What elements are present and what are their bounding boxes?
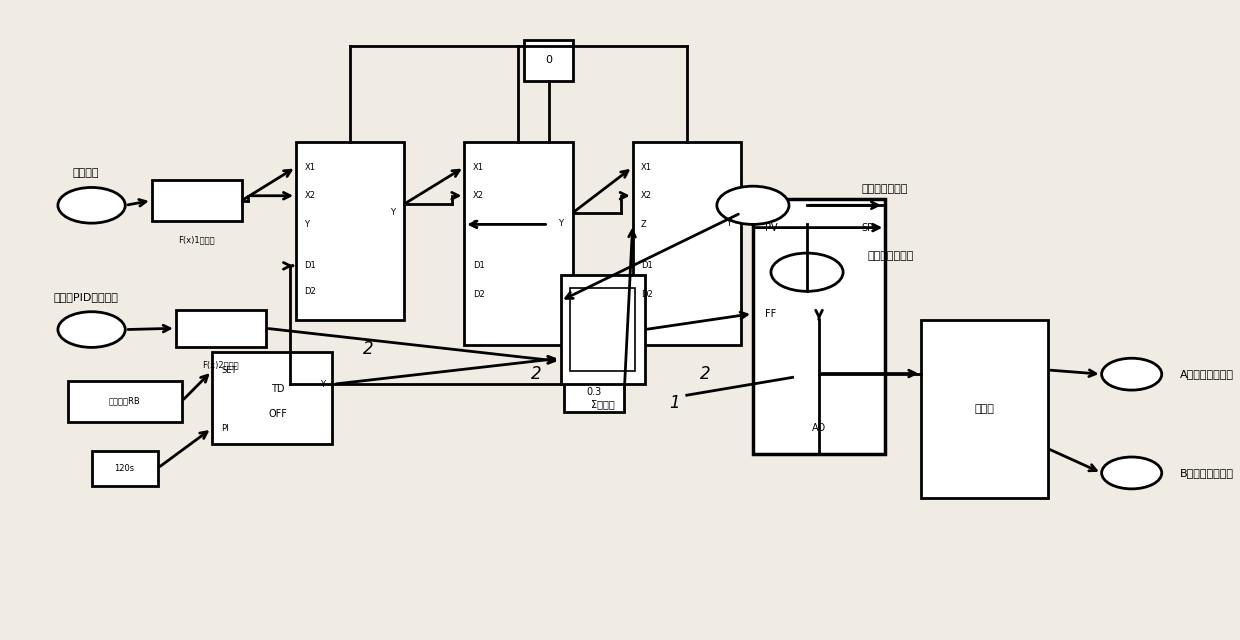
- Text: X1: X1: [472, 163, 484, 172]
- Text: Y: Y: [558, 219, 563, 228]
- Circle shape: [771, 253, 843, 291]
- Text: 0.3: 0.3: [587, 387, 601, 397]
- Text: D1: D1: [472, 261, 485, 270]
- FancyBboxPatch shape: [632, 141, 740, 346]
- Text: PV: PV: [765, 223, 777, 232]
- Text: 2: 2: [531, 365, 542, 383]
- Text: D2: D2: [472, 290, 485, 299]
- Text: F(x)2函数块: F(x)2函数块: [202, 361, 239, 370]
- FancyBboxPatch shape: [176, 310, 265, 347]
- Text: F(x)1函数块: F(x)1函数块: [179, 236, 215, 244]
- Circle shape: [58, 312, 125, 348]
- FancyBboxPatch shape: [92, 451, 157, 486]
- FancyBboxPatch shape: [753, 199, 885, 454]
- Text: 120s: 120s: [114, 463, 135, 473]
- FancyBboxPatch shape: [921, 320, 1048, 499]
- FancyBboxPatch shape: [570, 288, 635, 371]
- Text: X2: X2: [472, 191, 484, 200]
- Text: Z: Z: [641, 220, 647, 229]
- Text: Y: Y: [304, 220, 310, 229]
- Text: X2: X2: [641, 191, 652, 200]
- Text: D2: D2: [304, 287, 316, 296]
- Text: 炉膛压力设定值: 炉膛压力设定值: [861, 184, 908, 195]
- Text: D2: D2: [641, 290, 652, 299]
- Text: A引风机动叶指令: A引风机动叶指令: [1179, 369, 1234, 379]
- Text: 送风机PID输出指令: 送风机PID输出指令: [53, 292, 118, 302]
- FancyBboxPatch shape: [212, 352, 332, 444]
- Text: X2: X2: [304, 191, 315, 200]
- Text: X1: X1: [641, 163, 652, 172]
- Text: Y: Y: [320, 380, 325, 388]
- Text: D1: D1: [304, 261, 316, 270]
- Text: 2: 2: [363, 340, 373, 358]
- FancyBboxPatch shape: [151, 180, 242, 221]
- Text: TD: TD: [272, 383, 285, 394]
- FancyBboxPatch shape: [296, 141, 404, 320]
- Text: 实发功率: 实发功率: [72, 168, 99, 178]
- FancyBboxPatch shape: [564, 371, 624, 412]
- Text: Y: Y: [727, 219, 732, 228]
- Text: FF: FF: [765, 308, 776, 319]
- Text: Y: Y: [389, 209, 394, 218]
- Text: 1: 1: [670, 394, 680, 412]
- Text: X1: X1: [304, 163, 315, 172]
- FancyBboxPatch shape: [525, 40, 573, 81]
- FancyBboxPatch shape: [67, 381, 182, 422]
- Text: B引风机动叶指令: B引风机动叶指令: [1179, 468, 1234, 478]
- Text: 0: 0: [546, 55, 552, 65]
- Text: D1: D1: [641, 261, 652, 270]
- Circle shape: [58, 188, 125, 223]
- Circle shape: [1101, 457, 1162, 489]
- Text: SP: SP: [861, 223, 873, 232]
- Text: Z: Z: [472, 220, 479, 229]
- Text: Σ加法块: Σ加法块: [590, 399, 615, 410]
- Text: 炉膛压力实际值: 炉膛压力实际值: [867, 252, 914, 261]
- Circle shape: [1101, 358, 1162, 390]
- Text: 一次风机RB: 一次风机RB: [109, 397, 140, 406]
- FancyBboxPatch shape: [464, 141, 573, 346]
- Circle shape: [717, 186, 789, 225]
- Text: PI: PI: [222, 424, 229, 433]
- FancyBboxPatch shape: [560, 275, 645, 384]
- Text: 2: 2: [699, 365, 711, 383]
- Text: 平衡块: 平衡块: [975, 404, 994, 414]
- Text: OFF: OFF: [269, 409, 288, 419]
- Text: SET: SET: [222, 367, 237, 376]
- Text: AO: AO: [812, 423, 826, 433]
